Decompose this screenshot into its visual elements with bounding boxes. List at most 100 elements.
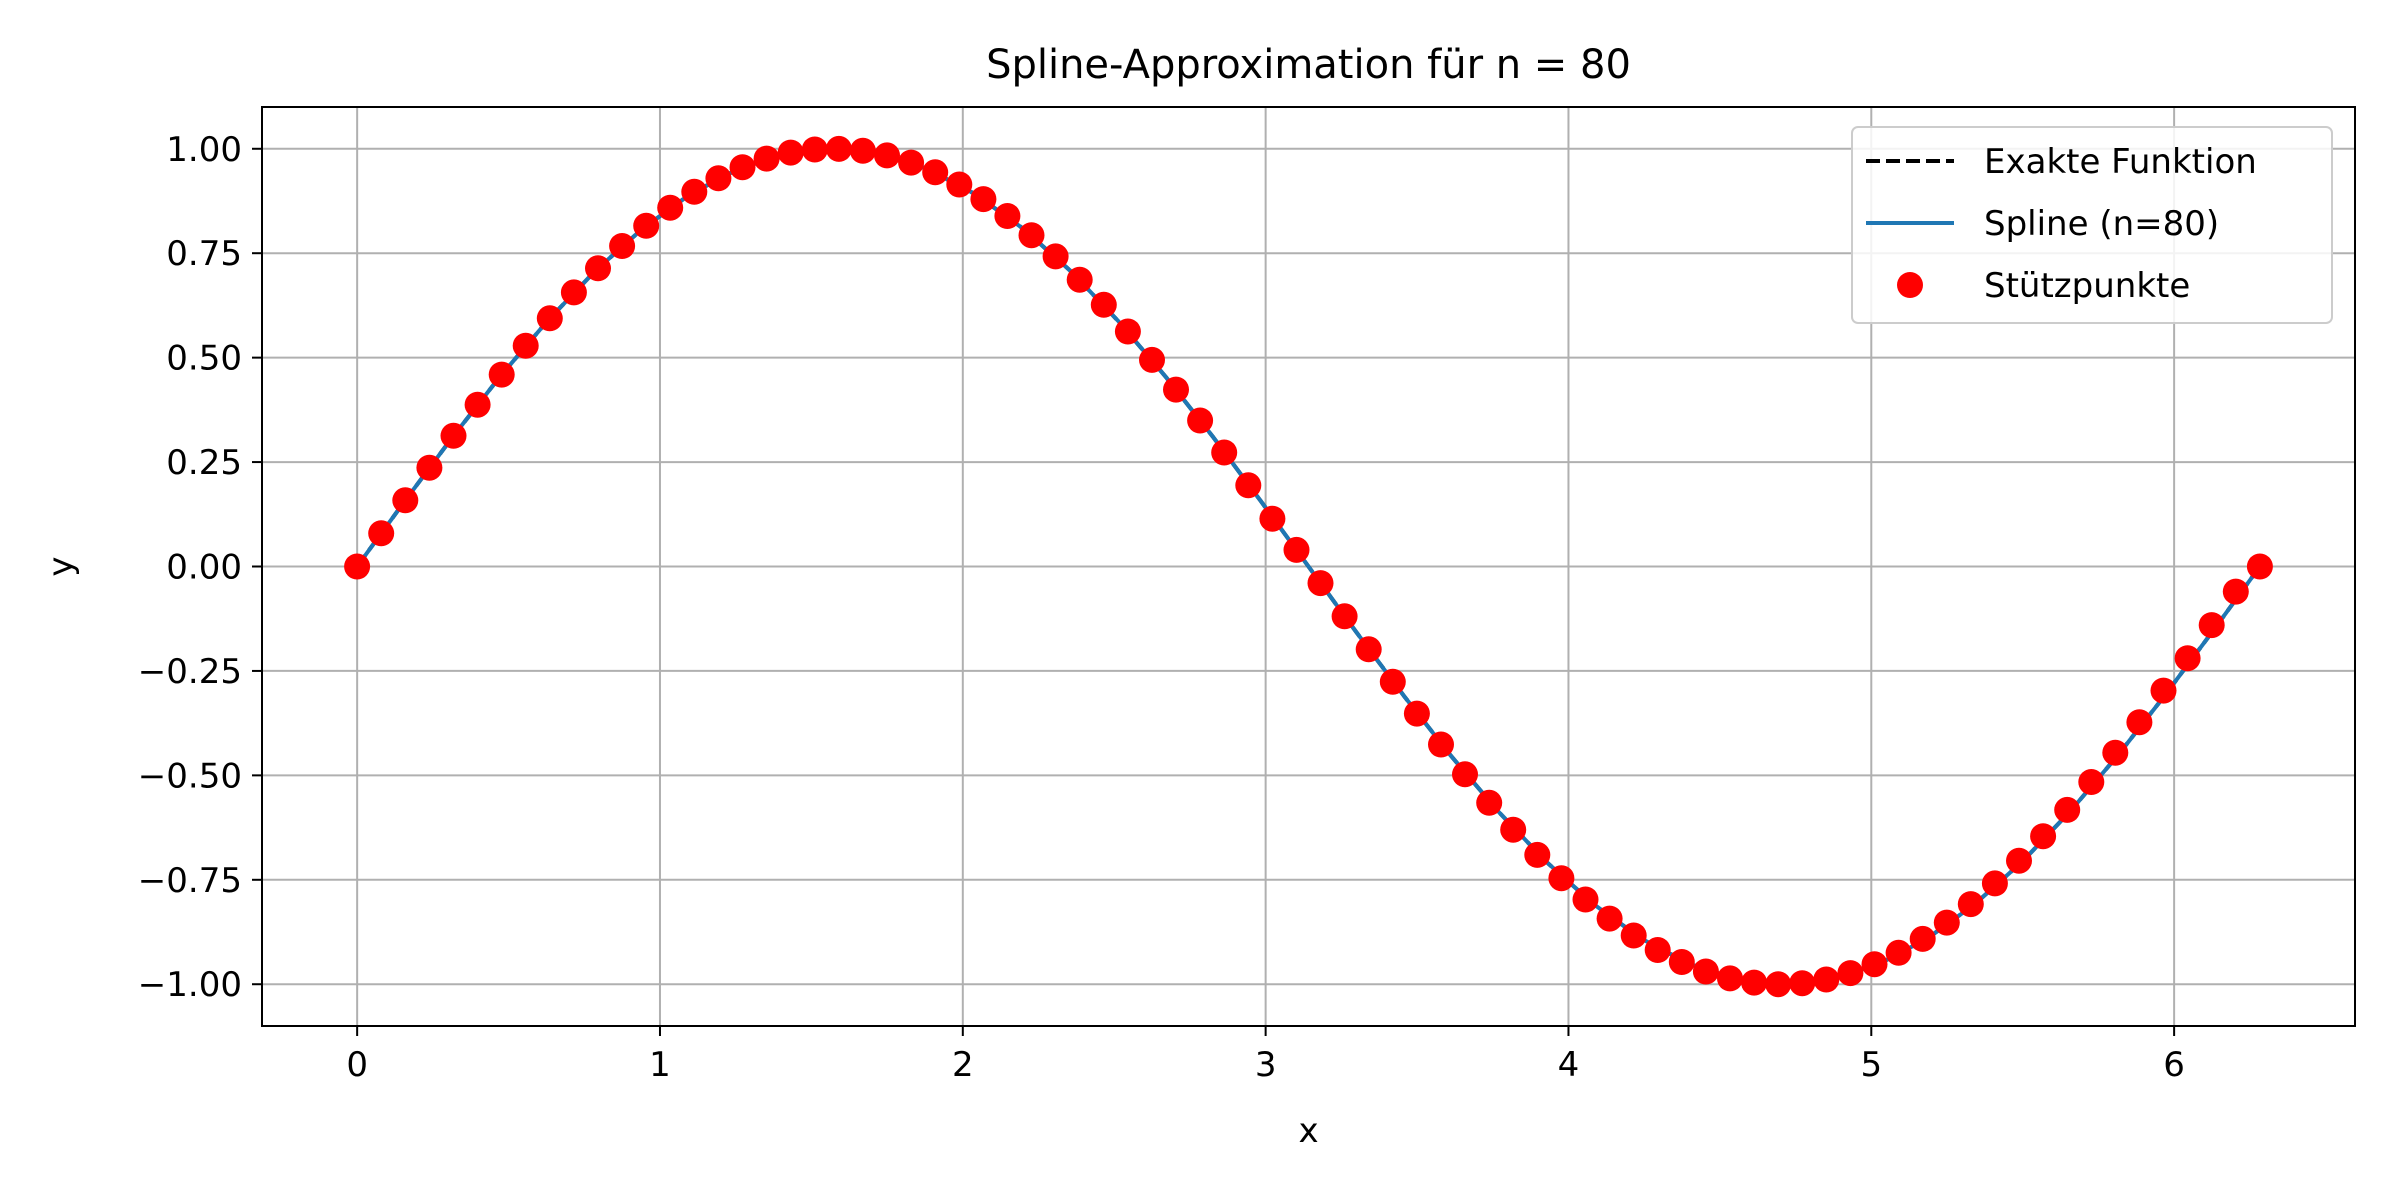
data-point — [536, 305, 563, 332]
data-point — [1548, 865, 1575, 892]
data-point — [1692, 958, 1719, 985]
data-point — [946, 171, 973, 198]
data-point — [1283, 536, 1310, 563]
data-point — [1717, 965, 1743, 992]
y-axis-label: y — [41, 556, 81, 576]
data-point — [2006, 847, 2032, 874]
data-point — [1307, 570, 1334, 597]
data-point — [1837, 960, 1864, 987]
y-tick-label: 0.75 — [166, 234, 242, 274]
data-point — [2150, 677, 2177, 704]
data-point — [1163, 376, 1189, 403]
data-point — [1909, 925, 1936, 952]
data-point — [1403, 700, 1430, 727]
data-point — [1644, 937, 1671, 963]
data-point — [1187, 407, 1214, 434]
x-tick-label: 4 — [1558, 1045, 1580, 1085]
data-point — [1500, 816, 1527, 843]
data-point — [777, 139, 804, 166]
legend-swatch — [1897, 272, 1923, 298]
y-tick-label: −1.00 — [138, 965, 242, 1005]
data-point — [1524, 841, 1551, 868]
y-tick-label: 0.25 — [166, 443, 242, 483]
data-point — [1090, 291, 1117, 318]
data-point — [874, 142, 900, 169]
data-point — [1885, 939, 1912, 966]
data-point — [970, 186, 997, 213]
data-point — [1235, 472, 1262, 499]
data-point — [1379, 668, 1406, 695]
x-tick-label: 1 — [649, 1045, 671, 1085]
data-point — [2030, 823, 2057, 850]
data-point — [681, 178, 708, 205]
data-point — [657, 194, 684, 221]
plot-series — [344, 135, 2273, 998]
data-point — [1596, 905, 1623, 932]
data-point — [2246, 553, 2273, 580]
y-tick-label: −0.75 — [138, 861, 242, 901]
data-point — [2174, 645, 2201, 672]
data-point — [1981, 870, 2008, 897]
data-point — [2078, 769, 2105, 795]
y-tick-label: 0.50 — [166, 339, 242, 379]
y-tick-label: −0.25 — [138, 652, 242, 692]
data-point — [392, 487, 419, 514]
grid — [262, 107, 2355, 1026]
data-point — [994, 203, 1021, 229]
data-point — [585, 255, 611, 282]
data-point — [753, 145, 780, 172]
legend: Exakte Funktion Spline (n=80) Stützpunkte — [1851, 126, 2333, 324]
data-point — [1789, 970, 1816, 997]
data-point — [2222, 578, 2249, 605]
data-point — [488, 361, 515, 388]
data-point — [1428, 731, 1454, 758]
data-point — [1668, 949, 1695, 975]
data-point — [2198, 612, 2225, 639]
y-tick-label: 0.00 — [166, 548, 242, 588]
data-point — [849, 137, 876, 164]
chart-title: Spline-Approximation für n = 80 — [986, 42, 1631, 88]
data-point — [2102, 739, 2129, 766]
data-point — [1355, 636, 1382, 663]
data-point — [729, 154, 756, 181]
data-point — [801, 136, 828, 163]
data-point — [416, 454, 443, 481]
data-point — [440, 422, 467, 449]
data-point — [825, 135, 852, 162]
data-point — [464, 391, 491, 418]
data-point — [1957, 891, 1984, 918]
data-point — [1211, 439, 1238, 466]
data-point — [1066, 266, 1093, 293]
x-tick-label: 0 — [346, 1045, 368, 1085]
legend-box — [1851, 126, 2333, 324]
data-point — [2126, 709, 2153, 736]
x-tick-label: 5 — [1860, 1045, 1882, 1085]
data-point — [1476, 789, 1503, 816]
data-point — [1259, 505, 1286, 532]
x-axis-label: x — [1298, 1111, 1318, 1151]
data-point — [1765, 971, 1792, 998]
data-point — [560, 279, 587, 306]
y-tick-label: −0.50 — [138, 756, 242, 796]
data-point — [1813, 966, 1840, 993]
legend-label: Stützpunkte — [1984, 266, 2190, 306]
data-point — [609, 233, 636, 259]
data-point — [1042, 243, 1069, 270]
data-point — [1620, 922, 1647, 949]
data-point — [1452, 761, 1478, 788]
data-point — [922, 159, 949, 186]
x-tick-label: 6 — [2163, 1045, 2185, 1085]
data-point — [1861, 951, 1888, 978]
data-point — [1018, 222, 1045, 249]
data-point — [1114, 318, 1141, 345]
legend-label: Exakte Funktion — [1984, 142, 2257, 182]
x-tick-label: 2 — [952, 1045, 974, 1085]
data-point — [512, 332, 539, 359]
x-tick-label: 3 — [1255, 1045, 1277, 1085]
data-point — [344, 553, 371, 580]
data-point — [2054, 796, 2081, 823]
axis-ticks: 0 1 2 3 4 5 6 1.00 0.75 0.50 0.25 0.00 −0.25 −0.50 −0.… — [138, 130, 2185, 1085]
data-point — [368, 520, 395, 547]
legend-label: Spline (n=80) — [1984, 204, 2219, 244]
